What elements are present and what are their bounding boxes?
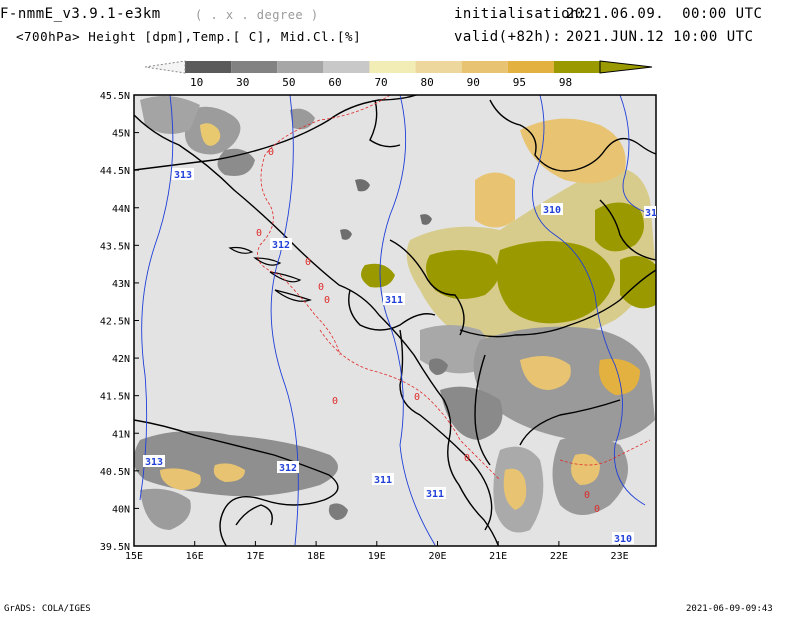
temp-label: 0 <box>414 392 420 403</box>
model-title: F-nmmE_v3.9.1-e3km <box>0 6 161 22</box>
temp-label: 0 <box>256 228 262 239</box>
valid-label: valid(+82h): <box>454 29 562 45</box>
colorbar-swatch <box>185 61 232 73</box>
height-label: 311 <box>374 475 392 486</box>
height-label: 310 <box>543 205 561 216</box>
temp-label: 0 <box>268 147 274 158</box>
lon-label: 20E <box>428 551 446 562</box>
lat-label: 40.5N <box>100 467 130 478</box>
lon-label: 18E <box>307 551 325 562</box>
lon-label: 22E <box>550 551 568 562</box>
lat-label: 39.5N <box>100 542 130 553</box>
init-value: 2021.06.09. 00:00 UTC <box>566 6 763 22</box>
height-label: 310 <box>614 534 632 545</box>
colorbar-swatch <box>231 61 278 73</box>
lat-label: 43N <box>112 279 130 290</box>
lat-label: 45N <box>112 129 130 140</box>
lat-label: 41.5N <box>100 392 130 403</box>
lat-label: 43.5N <box>100 241 130 252</box>
colorbar-tick-label: 30 <box>236 76 249 89</box>
colorbar-swatch <box>553 61 600 73</box>
temperature-labels: 0 0 0 0 0 0 0 0 0 0 <box>256 147 600 515</box>
colorbar-swatch <box>323 61 370 73</box>
colorbar-tick-label: 10 <box>190 76 203 89</box>
height-label: 313 <box>145 457 163 468</box>
footer-timestamp: 2021-06-09-09:43 <box>686 604 773 614</box>
lat-label: 45.5N <box>100 91 130 102</box>
lon-label: 17E <box>246 551 264 562</box>
valid-value: 2021.JUN.12 10:00 UTC <box>566 29 754 45</box>
colorbar-left-arrow <box>144 60 186 74</box>
temp-label: 0 <box>464 453 470 464</box>
colorbar-tick-label: 90 <box>467 76 480 89</box>
temperature-contours <box>257 95 651 481</box>
lon-label: 19E <box>368 551 386 562</box>
colorbar: 10 30 50 60 70 80 90 95 98 <box>144 60 653 89</box>
temp-label: 0 <box>318 282 324 293</box>
colorbar-tick-label: 70 <box>374 76 387 89</box>
lat-label: 40N <box>112 504 130 515</box>
colorbar-tick-label: 80 <box>421 76 434 89</box>
temp-label: 0 <box>332 396 338 407</box>
lon-label: 21E <box>489 551 507 562</box>
colorbar-swatch <box>415 61 462 73</box>
height-labels: 313 312 311 310 313 312 311 311 310 31 <box>143 168 657 545</box>
height-label: 311 <box>385 295 403 306</box>
lat-label: 42.5N <box>100 317 130 328</box>
height-contours <box>139 95 656 546</box>
colorbar-swatch <box>461 61 508 73</box>
colorbar-tick-label: 95 <box>513 76 526 89</box>
height-label: 311 <box>426 489 444 500</box>
colorbar-swatch <box>507 61 554 73</box>
height-label: 313 <box>174 170 192 181</box>
height-label: 31 <box>645 208 657 219</box>
height-label: 312 <box>279 463 297 474</box>
colorbar-tick-label: 98 <box>559 76 572 89</box>
coastlines-borders <box>134 95 656 546</box>
colorbar-swatch <box>277 61 324 73</box>
temp-label: 0 <box>584 490 590 501</box>
lon-label: 16E <box>186 551 204 562</box>
cloud-field <box>134 96 656 533</box>
lat-label: 42N <box>112 354 130 365</box>
lon-label: 23E <box>611 551 629 562</box>
temp-label: 0 <box>594 504 600 515</box>
lat-label: 41N <box>112 429 130 440</box>
height-label: 312 <box>272 240 290 251</box>
lat-label: 44N <box>112 204 130 215</box>
temp-label: 0 <box>324 295 330 306</box>
islands <box>228 246 312 302</box>
lon-label: 15E <box>125 551 143 562</box>
colorbar-swatch <box>369 61 416 73</box>
temp-label: 0 <box>305 257 311 268</box>
footer-credit: GrADS: COLA/IGES <box>4 604 91 614</box>
colorbar-tick-label: 50 <box>282 76 295 89</box>
colorbar-right-arrow <box>599 60 653 74</box>
units-note: ( . x . degree ) <box>195 8 319 22</box>
init-label: initialisation: <box>454 6 588 22</box>
colorbar-tick-label: 60 <box>328 76 341 89</box>
lat-label: 44.5N <box>100 166 130 177</box>
field-description: <700hPa> Height [dpm],Temp.[ C], Mid.Cl.… <box>16 29 362 44</box>
